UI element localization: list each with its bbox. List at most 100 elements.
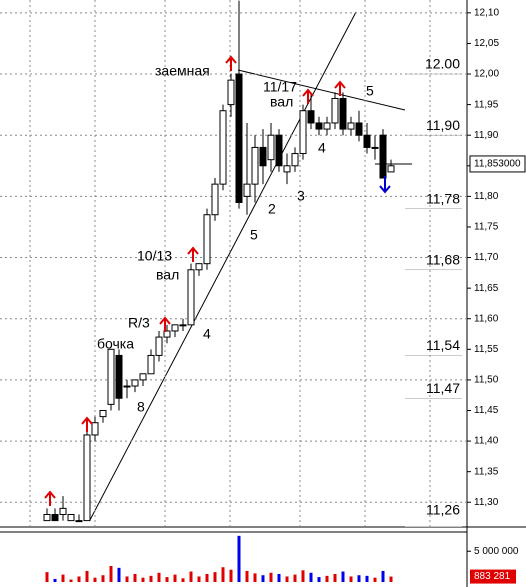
candle-body [235, 73, 243, 203]
y-tick-label: 11,60 [474, 313, 499, 324]
y-tick-label: 11,75 [474, 222, 499, 233]
candle-body [211, 183, 219, 216]
annotation: 2 [268, 201, 276, 217]
candle-body [355, 122, 363, 136]
volume-bar [349, 576, 353, 582]
candle-body [363, 134, 371, 148]
level-label: 11,26 [426, 502, 460, 518]
candle-body [339, 97, 347, 130]
y-tick-label: 11,55 [474, 344, 499, 355]
y-tick-label: 11,40 [474, 436, 499, 447]
volume-bar [309, 572, 313, 582]
candle-body [187, 269, 195, 326]
candle-body [99, 409, 107, 418]
trend-line [237, 69, 406, 111]
candle-body [203, 214, 211, 265]
volume-box [470, 569, 516, 584]
volume-bar [285, 576, 289, 582]
volume-bar [325, 575, 329, 582]
volume-bar [157, 572, 161, 582]
candle-body [75, 520, 83, 523]
volume-bar [365, 575, 369, 582]
volume-bar [237, 535, 241, 582]
volume-bar [301, 570, 305, 582]
volume-bar [125, 576, 129, 582]
candle-body [347, 122, 355, 130]
candle-body [323, 122, 331, 130]
candle-body [219, 110, 227, 185]
candle-body [43, 513, 51, 522]
arrow-head [81, 416, 93, 425]
level-label: 11,47 [426, 380, 460, 396]
volume-bar [117, 567, 121, 582]
level-label: 11,54 [426, 337, 460, 353]
annotation: 3 [297, 188, 305, 204]
volume-bar [357, 575, 361, 582]
volume-bar [381, 570, 385, 582]
arrow-head [302, 88, 314, 97]
candle-body [123, 385, 131, 388]
candle-body [179, 324, 187, 327]
candle-body [267, 134, 275, 161]
volume-bar [317, 577, 321, 582]
y-tick-label: 11,30 [474, 497, 499, 508]
candle-body [147, 354, 155, 375]
volume-bar [293, 574, 297, 582]
annotation: R/3 [128, 315, 150, 331]
y-tick-label: 11,70 [474, 252, 499, 263]
candle-body [331, 97, 339, 124]
y-tick-label: 12,00 [474, 69, 499, 80]
candle-body [259, 146, 267, 167]
y-tick-label: 11,90 [474, 130, 499, 141]
candle-body [251, 146, 259, 185]
candle-body [275, 134, 283, 167]
candle-body [243, 183, 251, 197]
level-label: 11,68 [426, 251, 460, 267]
volume-bar [373, 577, 377, 582]
volume-bar [197, 576, 201, 582]
trend-line [89, 11, 357, 521]
volume-bar [45, 572, 49, 582]
volume-bar [77, 576, 81, 582]
volume-bar [149, 575, 153, 582]
annotation: 4 [318, 140, 326, 156]
volume-bar [205, 574, 209, 582]
candle-body [291, 153, 299, 167]
candle-body [67, 513, 75, 522]
volume-bar [101, 575, 105, 582]
volume-bar [245, 570, 249, 582]
y-tick-label: 11,95 [474, 99, 499, 110]
candle-body [387, 165, 395, 173]
candle-body [163, 330, 171, 338]
candle-body [115, 354, 123, 399]
arrow-head [334, 80, 346, 89]
annotation: 5 [366, 83, 374, 99]
candle-body [371, 146, 379, 149]
candle-body [155, 336, 163, 356]
volume-bar [189, 571, 193, 582]
candle-body [299, 110, 307, 155]
y-tick-label: 11,65 [474, 283, 499, 294]
y-tick-label: 11,80 [474, 191, 499, 202]
price-box [469, 155, 526, 173]
level-label: 11,78 [426, 190, 460, 206]
volume-bar [229, 569, 233, 582]
volume-tick-label: 5 000 000 [474, 546, 519, 557]
volume-bar [85, 570, 89, 582]
volume-bar [173, 574, 177, 582]
arrow-head [44, 490, 56, 499]
candle-body [139, 373, 147, 381]
y-tick-label: 11,50 [474, 375, 499, 386]
volume-bar [333, 574, 337, 582]
annotation: 4 [203, 326, 211, 342]
candle-body [83, 434, 91, 522]
volume-bar [141, 577, 145, 582]
candle-body [283, 165, 291, 173]
candle-body [51, 513, 59, 522]
volume-bar [389, 576, 393, 582]
y-tick-label: 12,05 [474, 38, 499, 49]
volume-bar [61, 574, 65, 582]
arrow-head [159, 316, 171, 325]
